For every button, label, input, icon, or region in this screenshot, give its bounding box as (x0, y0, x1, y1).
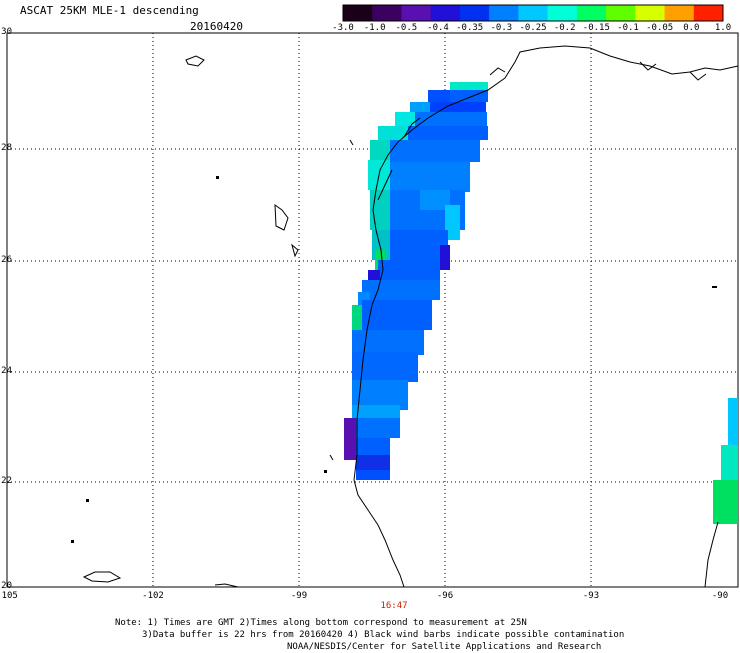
colorbar-swatch (693, 5, 724, 21)
colorbar-swatch (343, 5, 373, 21)
colorbar-tick-label: 0.0 (683, 23, 700, 33)
colorbar-tick-label: -0.25 (519, 23, 547, 33)
coastline (82, 45, 739, 588)
colorbar-swatch (489, 5, 519, 21)
colorbar-tick-label: -0.15 (582, 23, 610, 33)
colorbar-swatch (459, 5, 490, 21)
colorbar-border (342, 4, 724, 22)
plot-frame (6, 32, 739, 588)
colorbar-swatch (401, 5, 432, 21)
lon-label-96: -96 (436, 591, 454, 601)
note-line-2: 3)Data buffer is 22 hrs from 20160420 4)… (142, 630, 625, 640)
colorbar-tick-label: 1.0 (714, 23, 732, 33)
colorbar-swatch (518, 5, 549, 21)
lat-label-26: 26 (1, 255, 12, 265)
lat-label-30: 30 (1, 27, 12, 37)
small-islands (71, 176, 717, 543)
colorbar-swatch (635, 5, 666, 21)
colorbar-swatch (606, 5, 636, 21)
colorbar-tick-label: -3.0 (332, 23, 354, 33)
colorbar-tick-label: -0.1 (617, 23, 639, 33)
lon-label-102: -102 (142, 591, 164, 601)
colorbar (342, 4, 724, 22)
map-title: ASCAT 25KM MLE-1 descending (20, 4, 199, 17)
wind-swath (344, 82, 738, 524)
colorbar-swatch (372, 5, 402, 21)
lon-label-105: -105 (0, 591, 18, 601)
colorbar-swatch (547, 5, 578, 21)
colorbar-tick-label: -0.5 (395, 23, 418, 33)
colorbar-tick-label: -0.4 (427, 23, 449, 33)
lat-label-24: 24 (1, 366, 12, 376)
lat-label-20: 20 (1, 581, 12, 591)
colorbar-swatch (576, 5, 607, 21)
time-label: 16:47 (380, 601, 408, 611)
colorbar-swatch (664, 5, 695, 21)
lon-label-93: -93 (582, 591, 600, 601)
lon-label-99: -99 (290, 591, 308, 601)
footer-notes: Note: 1) Times are GMT 2)Times along bot… (115, 617, 624, 653)
colorbar-tick-label: -0.2 (553, 23, 576, 33)
lat-label-22: 22 (1, 476, 12, 486)
note-line-1: Note: 1) Times are GMT 2)Times along bot… (115, 618, 527, 628)
lat-label-28: 28 (1, 143, 12, 153)
colorbar-tick-label: -1.0 (363, 23, 386, 33)
colorbar-tick-label: -0.05 (646, 23, 674, 33)
colorbar-tick-label: -0.35 (456, 23, 484, 33)
map-date: 20160420 (190, 20, 243, 33)
note-line-3: NOAA/NESDIS/Center for Satellite Applica… (287, 642, 602, 652)
lon-label-90: -90 (711, 591, 729, 601)
colorbar-swatch (430, 5, 461, 21)
colorbar-tick-label: -0.3 (490, 23, 513, 33)
